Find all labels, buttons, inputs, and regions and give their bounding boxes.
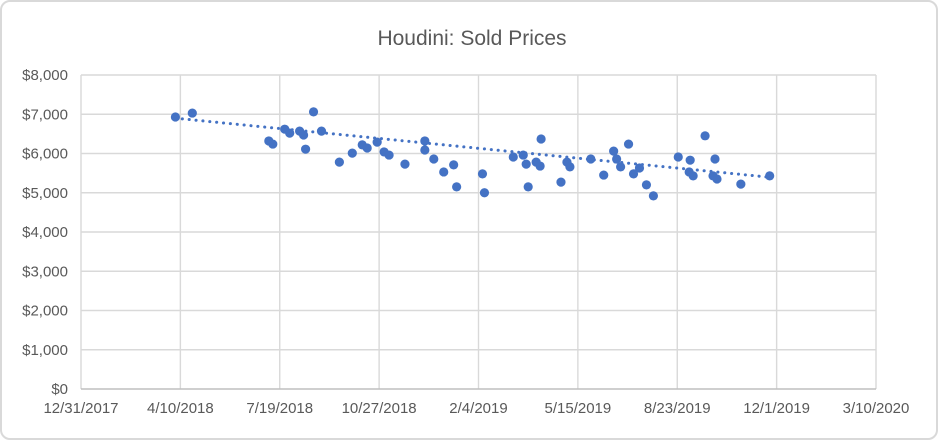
data-point <box>612 154 622 164</box>
data-point <box>170 112 181 122</box>
data-point <box>521 159 531 169</box>
x-tick-label: 12/31/2017 <box>43 400 118 417</box>
data-point <box>712 174 722 184</box>
x-tick-label: 4/10/2018 <box>147 400 214 417</box>
data-point <box>518 150 528 160</box>
data-point <box>372 137 382 147</box>
data-point <box>479 188 490 198</box>
data-point <box>648 191 659 201</box>
x-tick-label: 8/23/2019 <box>644 400 711 417</box>
data-point <box>420 145 430 155</box>
data-point <box>565 162 575 172</box>
trendline <box>173 116 774 179</box>
data-point <box>285 128 295 138</box>
data-point <box>362 143 372 153</box>
data-point <box>316 126 327 136</box>
data-point <box>700 131 710 141</box>
y-tick-label: $8,000 <box>22 67 68 84</box>
y-tick-label: $2,000 <box>22 303 68 320</box>
x-tick-label: 3/10/2020 <box>843 400 910 417</box>
data-point <box>736 179 746 189</box>
data-point <box>400 159 410 169</box>
data-point <box>439 167 449 177</box>
data-point <box>523 182 533 192</box>
data-point <box>609 146 619 156</box>
data-point <box>586 154 596 164</box>
data-point <box>300 144 311 154</box>
y-tick-label: $5,000 <box>22 185 68 202</box>
data-point <box>673 152 683 162</box>
data-point <box>641 180 652 190</box>
data-point <box>628 169 639 179</box>
data-point <box>268 139 278 149</box>
data-point <box>187 108 197 118</box>
data-point <box>508 152 518 162</box>
data-point <box>616 162 626 172</box>
x-tick-label: 12/1/2019 <box>743 400 810 417</box>
data-point <box>299 130 309 140</box>
data-point <box>429 154 439 164</box>
data-point <box>347 148 357 158</box>
data-point <box>634 163 645 173</box>
data-point <box>623 139 634 149</box>
data-point <box>536 134 546 144</box>
data-point <box>765 171 775 181</box>
x-tick-label: 7/19/2018 <box>246 400 313 417</box>
data-point <box>710 154 720 164</box>
data-point <box>535 161 545 171</box>
data-point <box>685 155 695 165</box>
data-point <box>449 160 459 170</box>
data-point <box>556 177 566 187</box>
y-tick-label: $4,000 <box>22 224 68 241</box>
x-tick-label: 2/4/2019 <box>449 400 507 417</box>
data-point <box>384 150 394 160</box>
y-tick-label: $7,000 <box>22 106 68 123</box>
y-tick-label: $3,000 <box>22 263 68 280</box>
x-tick-label: 5/15/2019 <box>545 400 612 417</box>
y-tick-label: $1,000 <box>22 342 68 359</box>
chart-title: Houdini: Sold Prices <box>377 27 566 50</box>
data-point <box>688 171 698 181</box>
y-tick-label: $6,000 <box>22 146 68 163</box>
data-point <box>334 157 344 167</box>
x-tick-label: 10/27/2018 <box>342 400 417 417</box>
data-point <box>308 107 319 117</box>
data-point <box>477 169 488 179</box>
data-point <box>452 182 462 192</box>
y-tick-label: $0 <box>51 381 68 398</box>
data-point <box>420 136 430 146</box>
data-point <box>599 170 609 180</box>
